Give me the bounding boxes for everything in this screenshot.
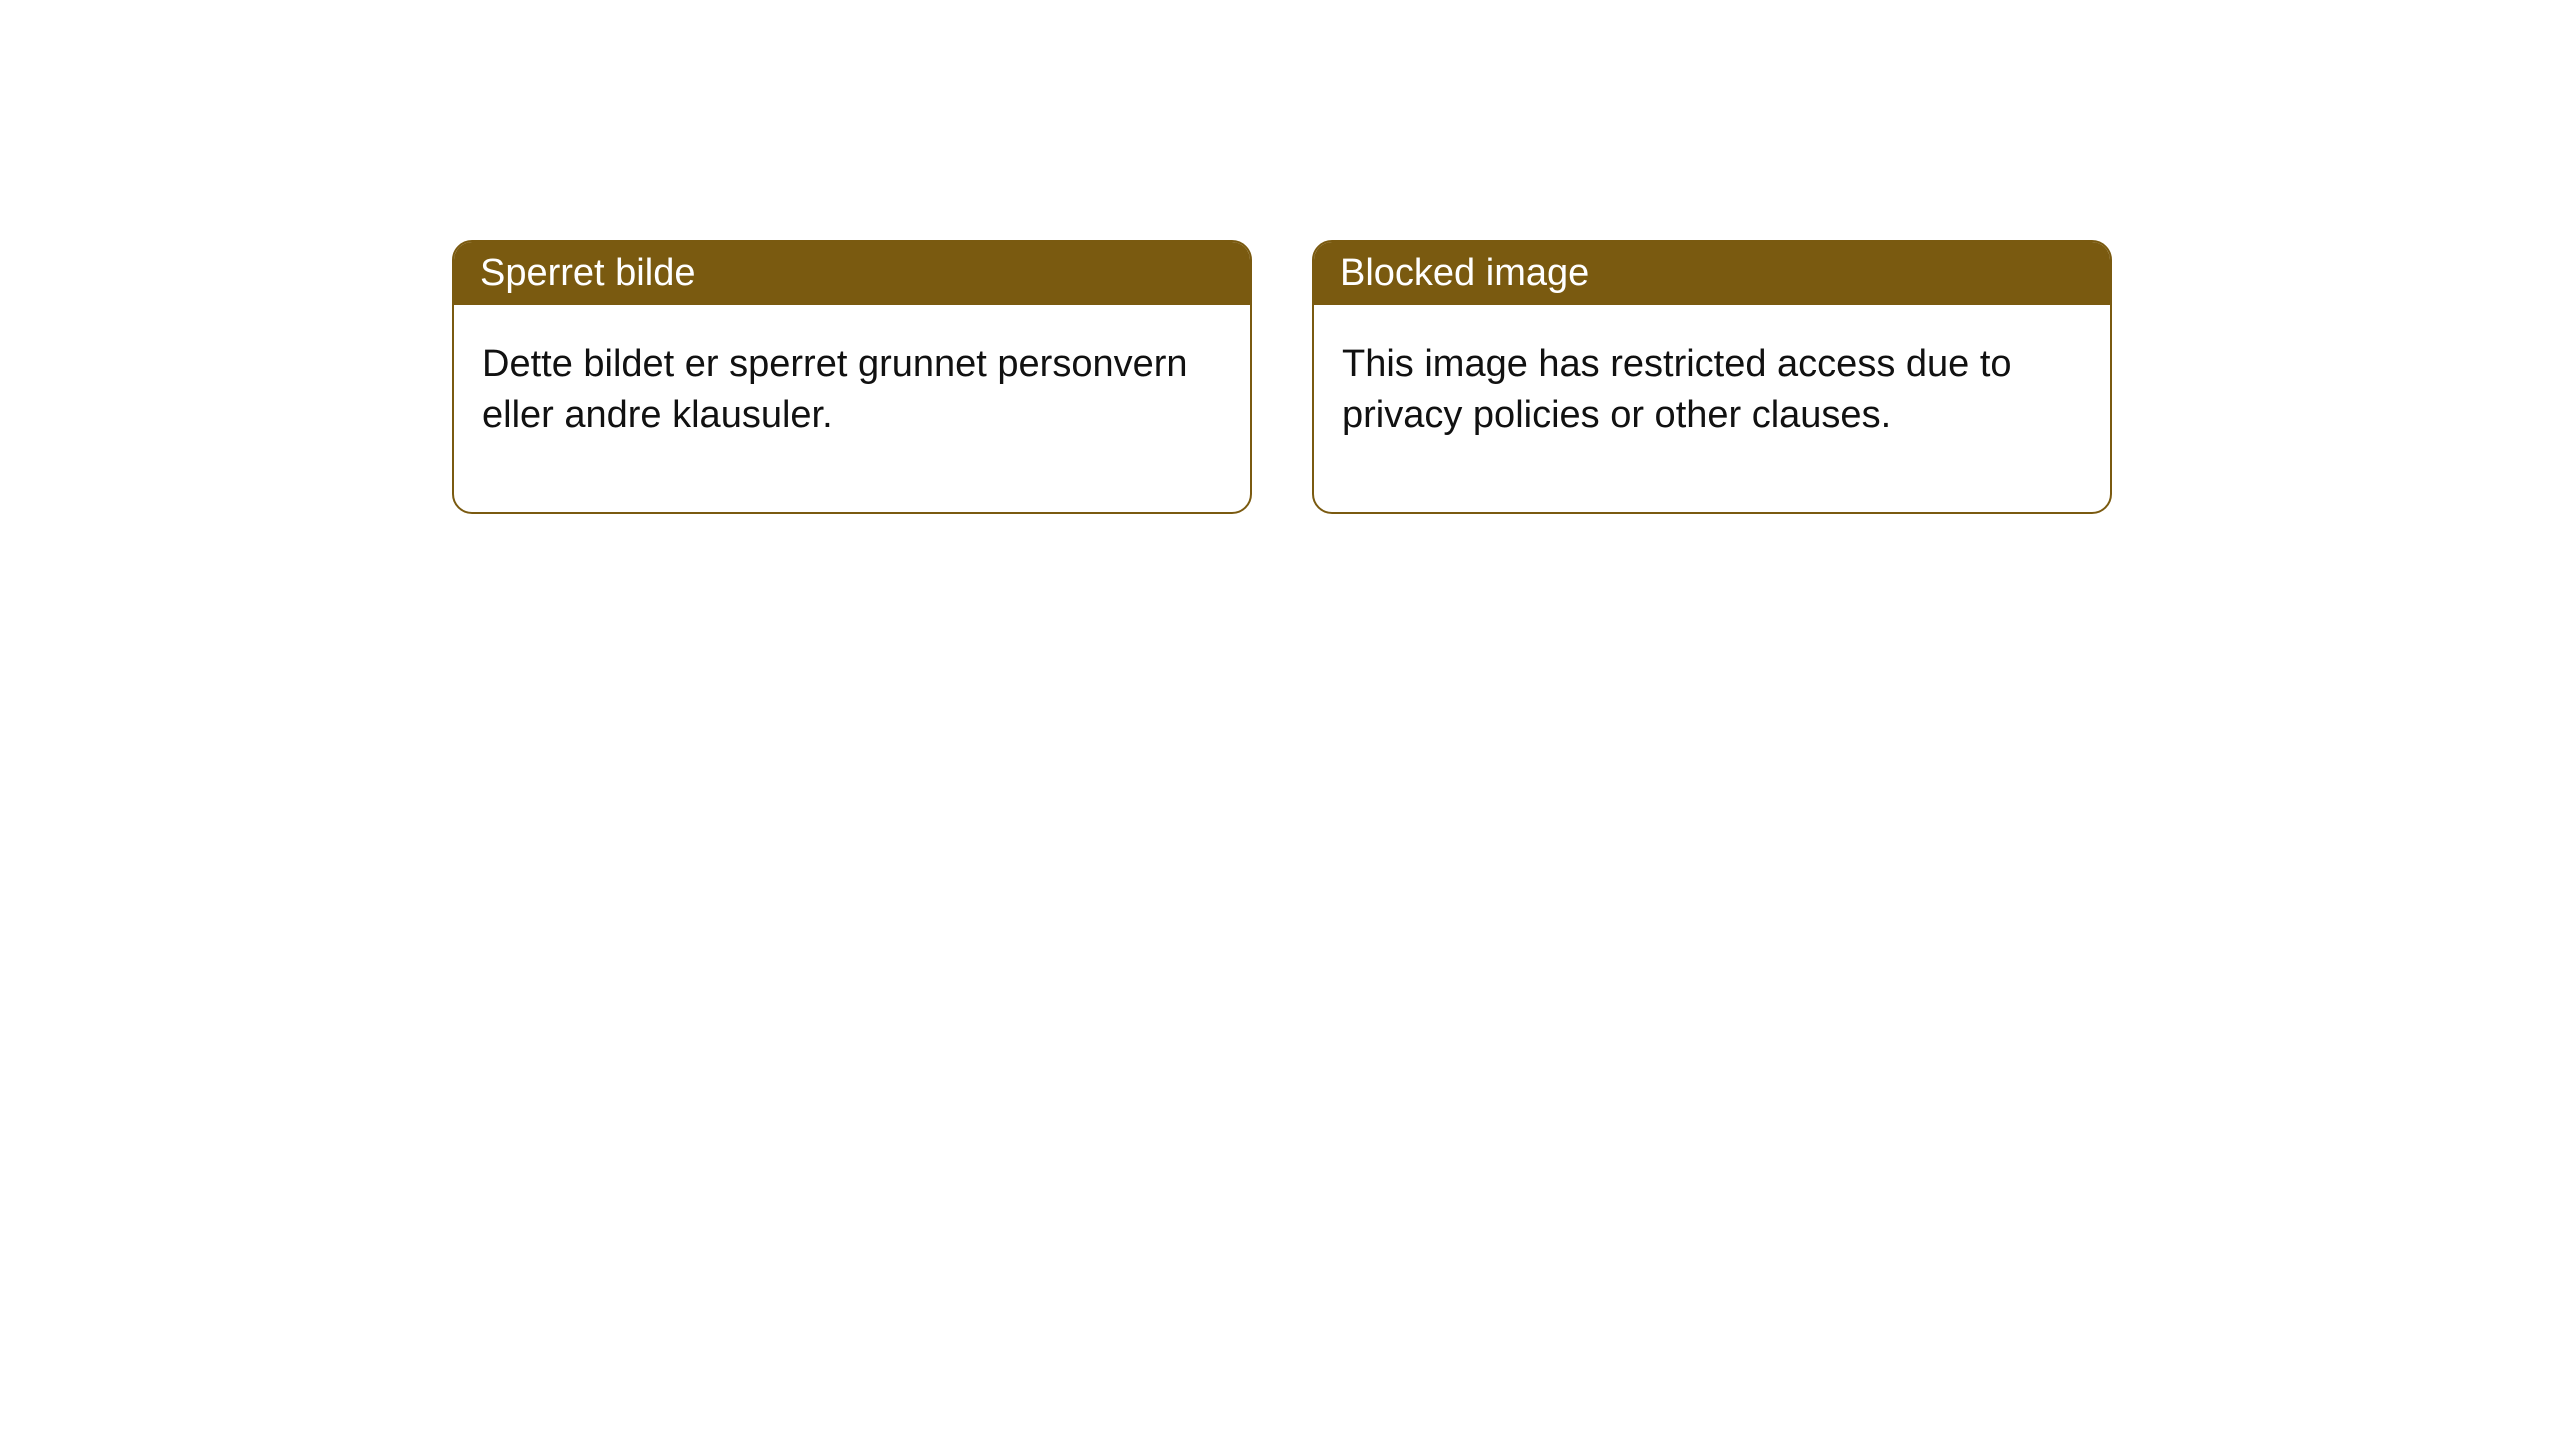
notice-body: This image has restricted access due to … xyxy=(1314,305,2110,512)
notice-body: Dette bildet er sperret grunnet personve… xyxy=(454,305,1250,512)
notice-header: Sperret bilde xyxy=(454,242,1250,305)
notice-container: Sperret bilde Dette bildet er sperret gr… xyxy=(0,0,2560,514)
notice-card-norwegian: Sperret bilde Dette bildet er sperret gr… xyxy=(452,240,1252,514)
notice-card-english: Blocked image This image has restricted … xyxy=(1312,240,2112,514)
notice-header: Blocked image xyxy=(1314,242,2110,305)
